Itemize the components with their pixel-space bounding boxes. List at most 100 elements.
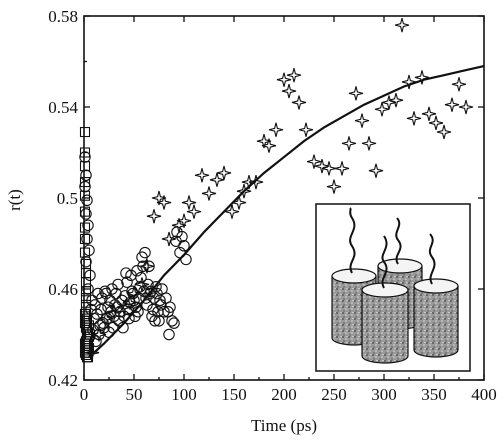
data-point-star bbox=[181, 195, 197, 210]
data-point-circle bbox=[123, 312, 135, 325]
data-point-star bbox=[151, 190, 167, 206]
x-tick-label: 0 bbox=[80, 385, 89, 404]
data-point-star bbox=[224, 204, 240, 219]
data-point-circle bbox=[131, 265, 143, 277]
data-point-star bbox=[406, 111, 422, 126]
data-point-square bbox=[79, 126, 91, 138]
x-tick-label: 200 bbox=[271, 385, 297, 404]
cylinder-back-right bbox=[413, 278, 459, 358]
data-point-star bbox=[281, 83, 297, 99]
data-point-star bbox=[388, 93, 404, 108]
data-point-square bbox=[79, 161, 91, 172]
data-point-star bbox=[248, 174, 264, 190]
y-tick-label: 0.5 bbox=[57, 189, 78, 208]
data-point-circle bbox=[117, 321, 129, 334]
data-point-star bbox=[286, 68, 302, 83]
y-tick-label: 0.46 bbox=[48, 280, 78, 299]
chain-2 bbox=[395, 217, 402, 265]
data-point-circle bbox=[81, 233, 93, 245]
data-point-circle bbox=[154, 294, 166, 307]
data-point-circle bbox=[166, 315, 178, 327]
data-point-star bbox=[354, 113, 370, 128]
data-point-star bbox=[116, 300, 132, 315]
data-point-circle bbox=[82, 219, 94, 232]
y-tick-label: 0.54 bbox=[48, 98, 78, 117]
data-point-circle bbox=[163, 328, 175, 341]
chain-4 bbox=[428, 233, 436, 285]
data-point-circle bbox=[158, 305, 170, 318]
data-point-circle bbox=[89, 299, 101, 311]
data-point-star bbox=[291, 95, 307, 110]
data-point-star bbox=[201, 186, 217, 201]
data-point-star bbox=[194, 168, 210, 183]
data-point-star bbox=[98, 311, 114, 326]
data-point-square bbox=[80, 286, 92, 297]
data-point-star bbox=[381, 95, 397, 110]
data-point-star bbox=[334, 161, 350, 176]
plot-frame bbox=[83, 15, 485, 381]
data-point-circle bbox=[120, 267, 132, 279]
data-point-star bbox=[314, 159, 330, 174]
x-tick-label: 400 bbox=[471, 385, 497, 404]
cylinder-front bbox=[361, 282, 409, 364]
data-point-star bbox=[139, 259, 155, 274]
x-tick-label: 150 bbox=[221, 385, 247, 404]
data-point-star bbox=[276, 72, 292, 87]
fit-curve bbox=[88, 64, 485, 359]
data-point-star bbox=[209, 172, 225, 187]
data-point-star bbox=[126, 286, 142, 301]
data-point-circle bbox=[110, 287, 122, 300]
x-tick-label: 250 bbox=[321, 385, 347, 404]
data-point-star bbox=[298, 122, 314, 137]
data-point-star bbox=[321, 161, 337, 176]
data-point-star bbox=[428, 115, 444, 131]
data-point-circle bbox=[139, 246, 151, 259]
data-point-star bbox=[394, 17, 410, 33]
data-point-circle bbox=[164, 301, 176, 313]
data-point-star bbox=[171, 218, 187, 233]
data-point-star bbox=[156, 195, 172, 210]
data-point-star bbox=[261, 138, 277, 153]
data-point-star bbox=[216, 165, 232, 181]
points-layer bbox=[79, 17, 474, 363]
data-point-star bbox=[106, 304, 122, 319]
data-point-star bbox=[236, 184, 252, 199]
data-point-circle bbox=[153, 315, 165, 327]
data-point-square bbox=[79, 177, 91, 188]
data-point-square bbox=[79, 222, 91, 233]
data-point-circle bbox=[168, 317, 180, 329]
data-point-circle bbox=[143, 260, 155, 272]
x-tick-label: 100 bbox=[171, 385, 197, 404]
data-point-star bbox=[451, 77, 467, 92]
data-point-circle bbox=[178, 240, 190, 252]
data-point-star bbox=[458, 99, 474, 115]
x-tick-label: 300 bbox=[371, 385, 397, 404]
data-point-star bbox=[436, 124, 452, 140]
data-point-circle bbox=[81, 194, 93, 207]
data-point-star bbox=[176, 213, 192, 228]
y-tick-label: 0.42 bbox=[48, 371, 78, 390]
data-point-star bbox=[306, 154, 322, 169]
data-point-star bbox=[146, 209, 162, 224]
data-point-star bbox=[348, 86, 364, 101]
y-axis-label: r(t) bbox=[5, 189, 24, 211]
data-point-circle bbox=[90, 335, 102, 348]
data-point-star bbox=[368, 163, 384, 178]
data-point-circle bbox=[80, 255, 92, 268]
data-point-circle bbox=[112, 278, 124, 291]
x-tick-label: 50 bbox=[126, 385, 143, 404]
data-point-circle bbox=[176, 230, 188, 243]
data-point-circle bbox=[141, 299, 153, 311]
data-point-square bbox=[81, 313, 93, 324]
data-point-star bbox=[444, 97, 460, 112]
data-point-star bbox=[326, 179, 342, 194]
data-point-star bbox=[414, 70, 430, 85]
data-point-square bbox=[80, 293, 92, 304]
data-point-star bbox=[341, 136, 357, 151]
data-point-square bbox=[79, 206, 91, 217]
data-point-star bbox=[186, 204, 202, 219]
data-point-circle bbox=[79, 151, 91, 163]
data-point-star bbox=[374, 102, 390, 117]
